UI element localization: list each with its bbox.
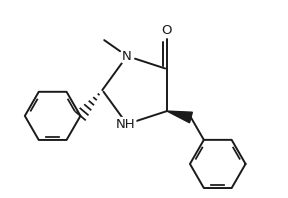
Polygon shape: [167, 111, 192, 123]
Text: O: O: [162, 24, 172, 37]
Text: NH: NH: [116, 118, 136, 130]
Text: N: N: [122, 50, 132, 63]
